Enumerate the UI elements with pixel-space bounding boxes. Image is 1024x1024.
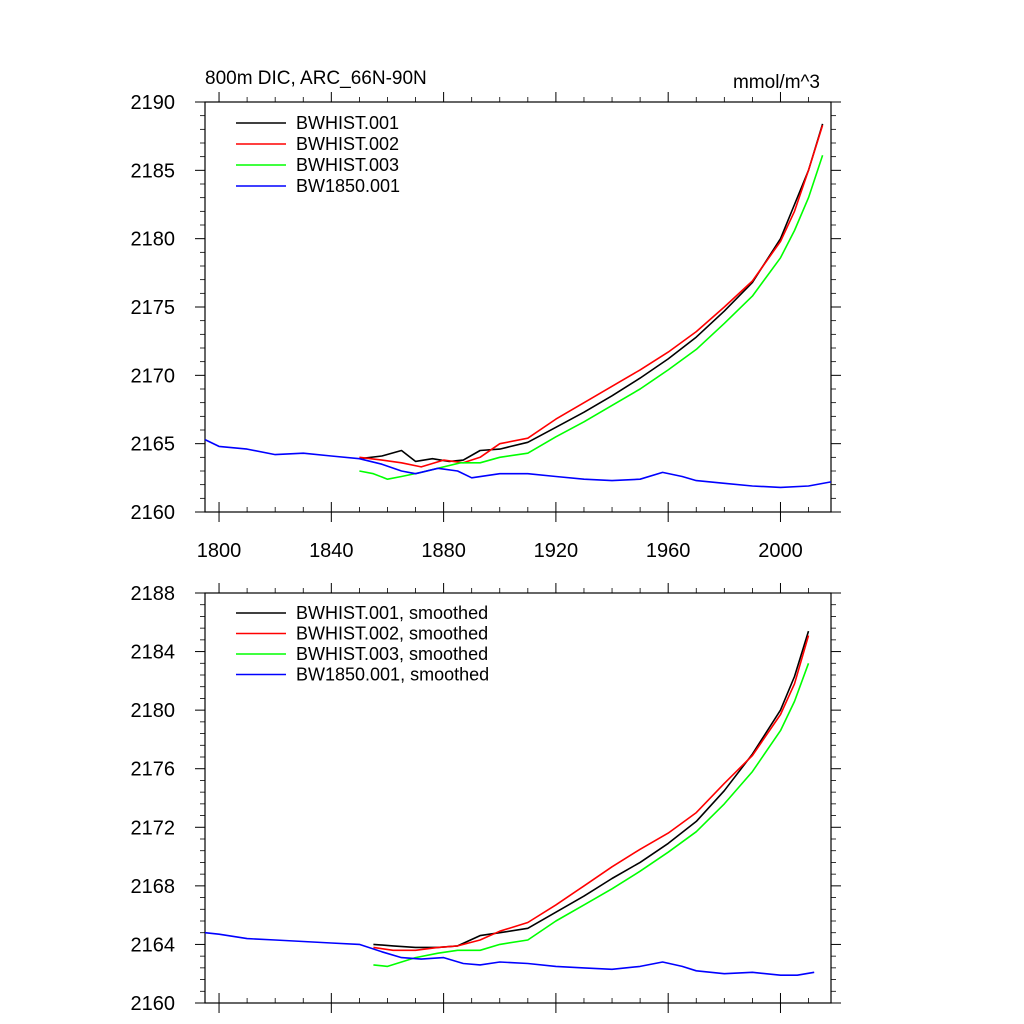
- y-tick-label: 2160: [131, 502, 176, 524]
- y-tick-label: 2188: [131, 583, 176, 605]
- plot-frame: [204, 592, 832, 1004]
- x-tick-label: 1840: [309, 540, 354, 562]
- series-line: [373, 635, 810, 952]
- y-tick-label: 2165: [131, 434, 176, 456]
- series-line: [359, 124, 824, 468]
- x-tick-label: 2000: [758, 540, 803, 562]
- units-label: mmol/m^3: [733, 72, 820, 93]
- series-line: [359, 155, 824, 481]
- top-panel: 800m DIC, ARC_66N-90N mmol/m^3 1800 1840 188…: [131, 68, 841, 562]
- y-tick-label: 2172: [131, 817, 176, 839]
- y-tick-label: 2190: [131, 92, 176, 114]
- y-tick-label: 2184: [131, 642, 176, 664]
- series-line: [204, 438, 832, 489]
- legend-label: BW1850.001: [296, 176, 400, 196]
- chart-title: 800m DIC, ARC_66N-90N: [205, 68, 427, 89]
- legend-label: BWHIST.001: [296, 113, 399, 133]
- series-line: [373, 663, 810, 968]
- x-tick-label: 1800: [197, 540, 242, 562]
- y-tick-label: 2180: [131, 700, 176, 722]
- bottom-panel: 2160 2164 2168 2172 2176 2180 2184 2188 BWHIST.0…: [131, 583, 841, 1015]
- legend-label: BWHIST.002, smoothed: [296, 624, 488, 644]
- y-tick-label: 2175: [131, 297, 176, 319]
- y-tick-label: 2164: [131, 934, 176, 956]
- y-tick-label: 2176: [131, 759, 176, 781]
- y-tick-label: 2160: [131, 993, 176, 1015]
- y-tick-label: 2185: [131, 160, 176, 182]
- legend-label: BWHIST.003, smoothed: [296, 644, 488, 664]
- y-tick-label: 2170: [131, 365, 176, 387]
- legend-label: BWHIST.003: [296, 155, 399, 175]
- x-tick-label: 1920: [534, 540, 579, 562]
- series-line: [204, 931, 815, 977]
- y-tick-label: 2168: [131, 876, 176, 898]
- y-tick-label: 2180: [131, 229, 176, 251]
- legend-label: BW1850.001, smoothed: [296, 665, 489, 685]
- legend-label: BWHIST.001, smoothed: [296, 603, 488, 623]
- x-tick-label: 1880: [421, 540, 466, 562]
- series-line: [359, 123, 824, 463]
- legend-label: BWHIST.002: [296, 134, 399, 154]
- x-tick-label: 1960: [646, 540, 691, 562]
